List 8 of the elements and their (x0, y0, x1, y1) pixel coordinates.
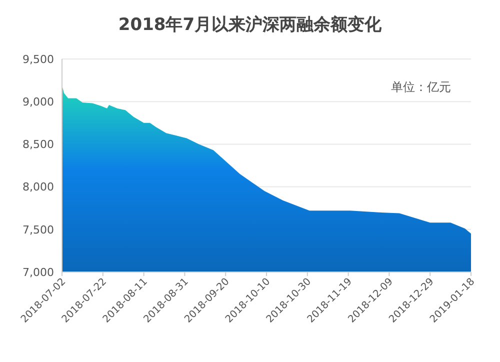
y-tick-label: 9,500 (22, 52, 54, 66)
y-tick-label: 8,500 (22, 138, 54, 152)
y-tick-label: 9,000 (22, 95, 54, 108)
chart-title: 2018年7月以来沪深两融余额变化 (118, 15, 383, 35)
y-tick-label: 8,000 (22, 180, 54, 194)
annotation: 单位：亿元 (391, 80, 451, 94)
y-tick-label: 7,500 (22, 223, 54, 236)
y-tick-label: 7,000 (22, 266, 54, 279)
